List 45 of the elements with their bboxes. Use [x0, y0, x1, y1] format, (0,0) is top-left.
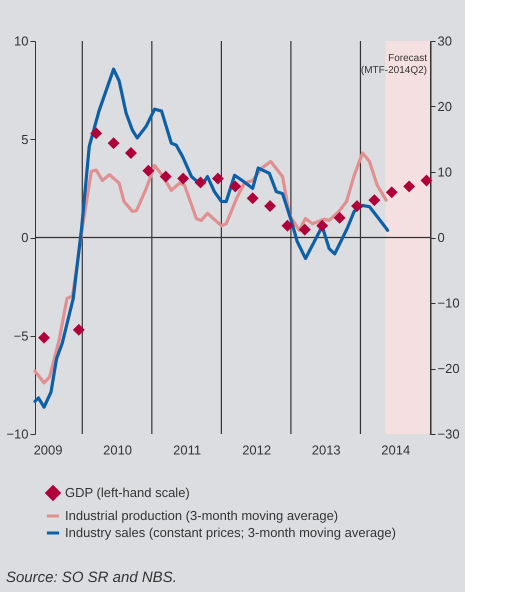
point: [420, 174, 432, 186]
point: [334, 212, 346, 224]
band-label: Forecast (MTF-2014Q2): [360, 53, 428, 76]
point: [246, 192, 258, 204]
source-note: Source: SO SR and NBS.: [6, 569, 177, 586]
y2-tick-label: −30: [438, 426, 460, 442]
y-tick-label: 0: [21, 230, 28, 245]
y-tick-label: −5: [14, 328, 28, 344]
y2-tick-label: 30: [438, 34, 452, 48]
x-tick-label: 2011: [173, 442, 202, 458]
point: [177, 172, 189, 184]
y-tick-label: −10: [6, 426, 28, 442]
point: [386, 186, 398, 198]
y-tick-label: 5: [21, 132, 28, 147]
y2-tick-label: 0: [438, 230, 445, 245]
x-tick-label: 2014: [381, 442, 410, 458]
point: [212, 172, 224, 184]
point: [368, 194, 380, 206]
point: [108, 137, 120, 149]
point: [160, 170, 172, 182]
point: [264, 200, 276, 212]
y2-tick-label: −10: [438, 296, 460, 310]
x-tick-label: 2012: [242, 442, 272, 458]
x-tick-label: 2013: [312, 442, 341, 458]
point: [90, 128, 102, 140]
legend-label: Industry sales (constant prices; 3-month moving average): [65, 525, 396, 540]
x-tick-label: 2009: [34, 442, 62, 458]
point: [351, 200, 363, 212]
point: [142, 164, 154, 176]
legend-label: Industrial production (3-month moving average): [65, 508, 338, 523]
point: [316, 220, 328, 232]
point: [282, 220, 294, 232]
legend-label: GDP (left-hand scale): [65, 485, 190, 500]
y2-tick-label: 10: [438, 164, 452, 180]
y-tick-label: 10: [14, 34, 28, 48]
x-tick-label: 2010: [103, 442, 132, 458]
point: [125, 147, 137, 159]
point: [299, 224, 311, 236]
point: [403, 180, 415, 192]
point: [230, 180, 242, 192]
y2-tick-label: 20: [438, 99, 452, 114]
point: [73, 324, 85, 336]
point: [38, 332, 50, 344]
y2-tick-label: −20: [438, 361, 460, 376]
point: [194, 176, 206, 188]
